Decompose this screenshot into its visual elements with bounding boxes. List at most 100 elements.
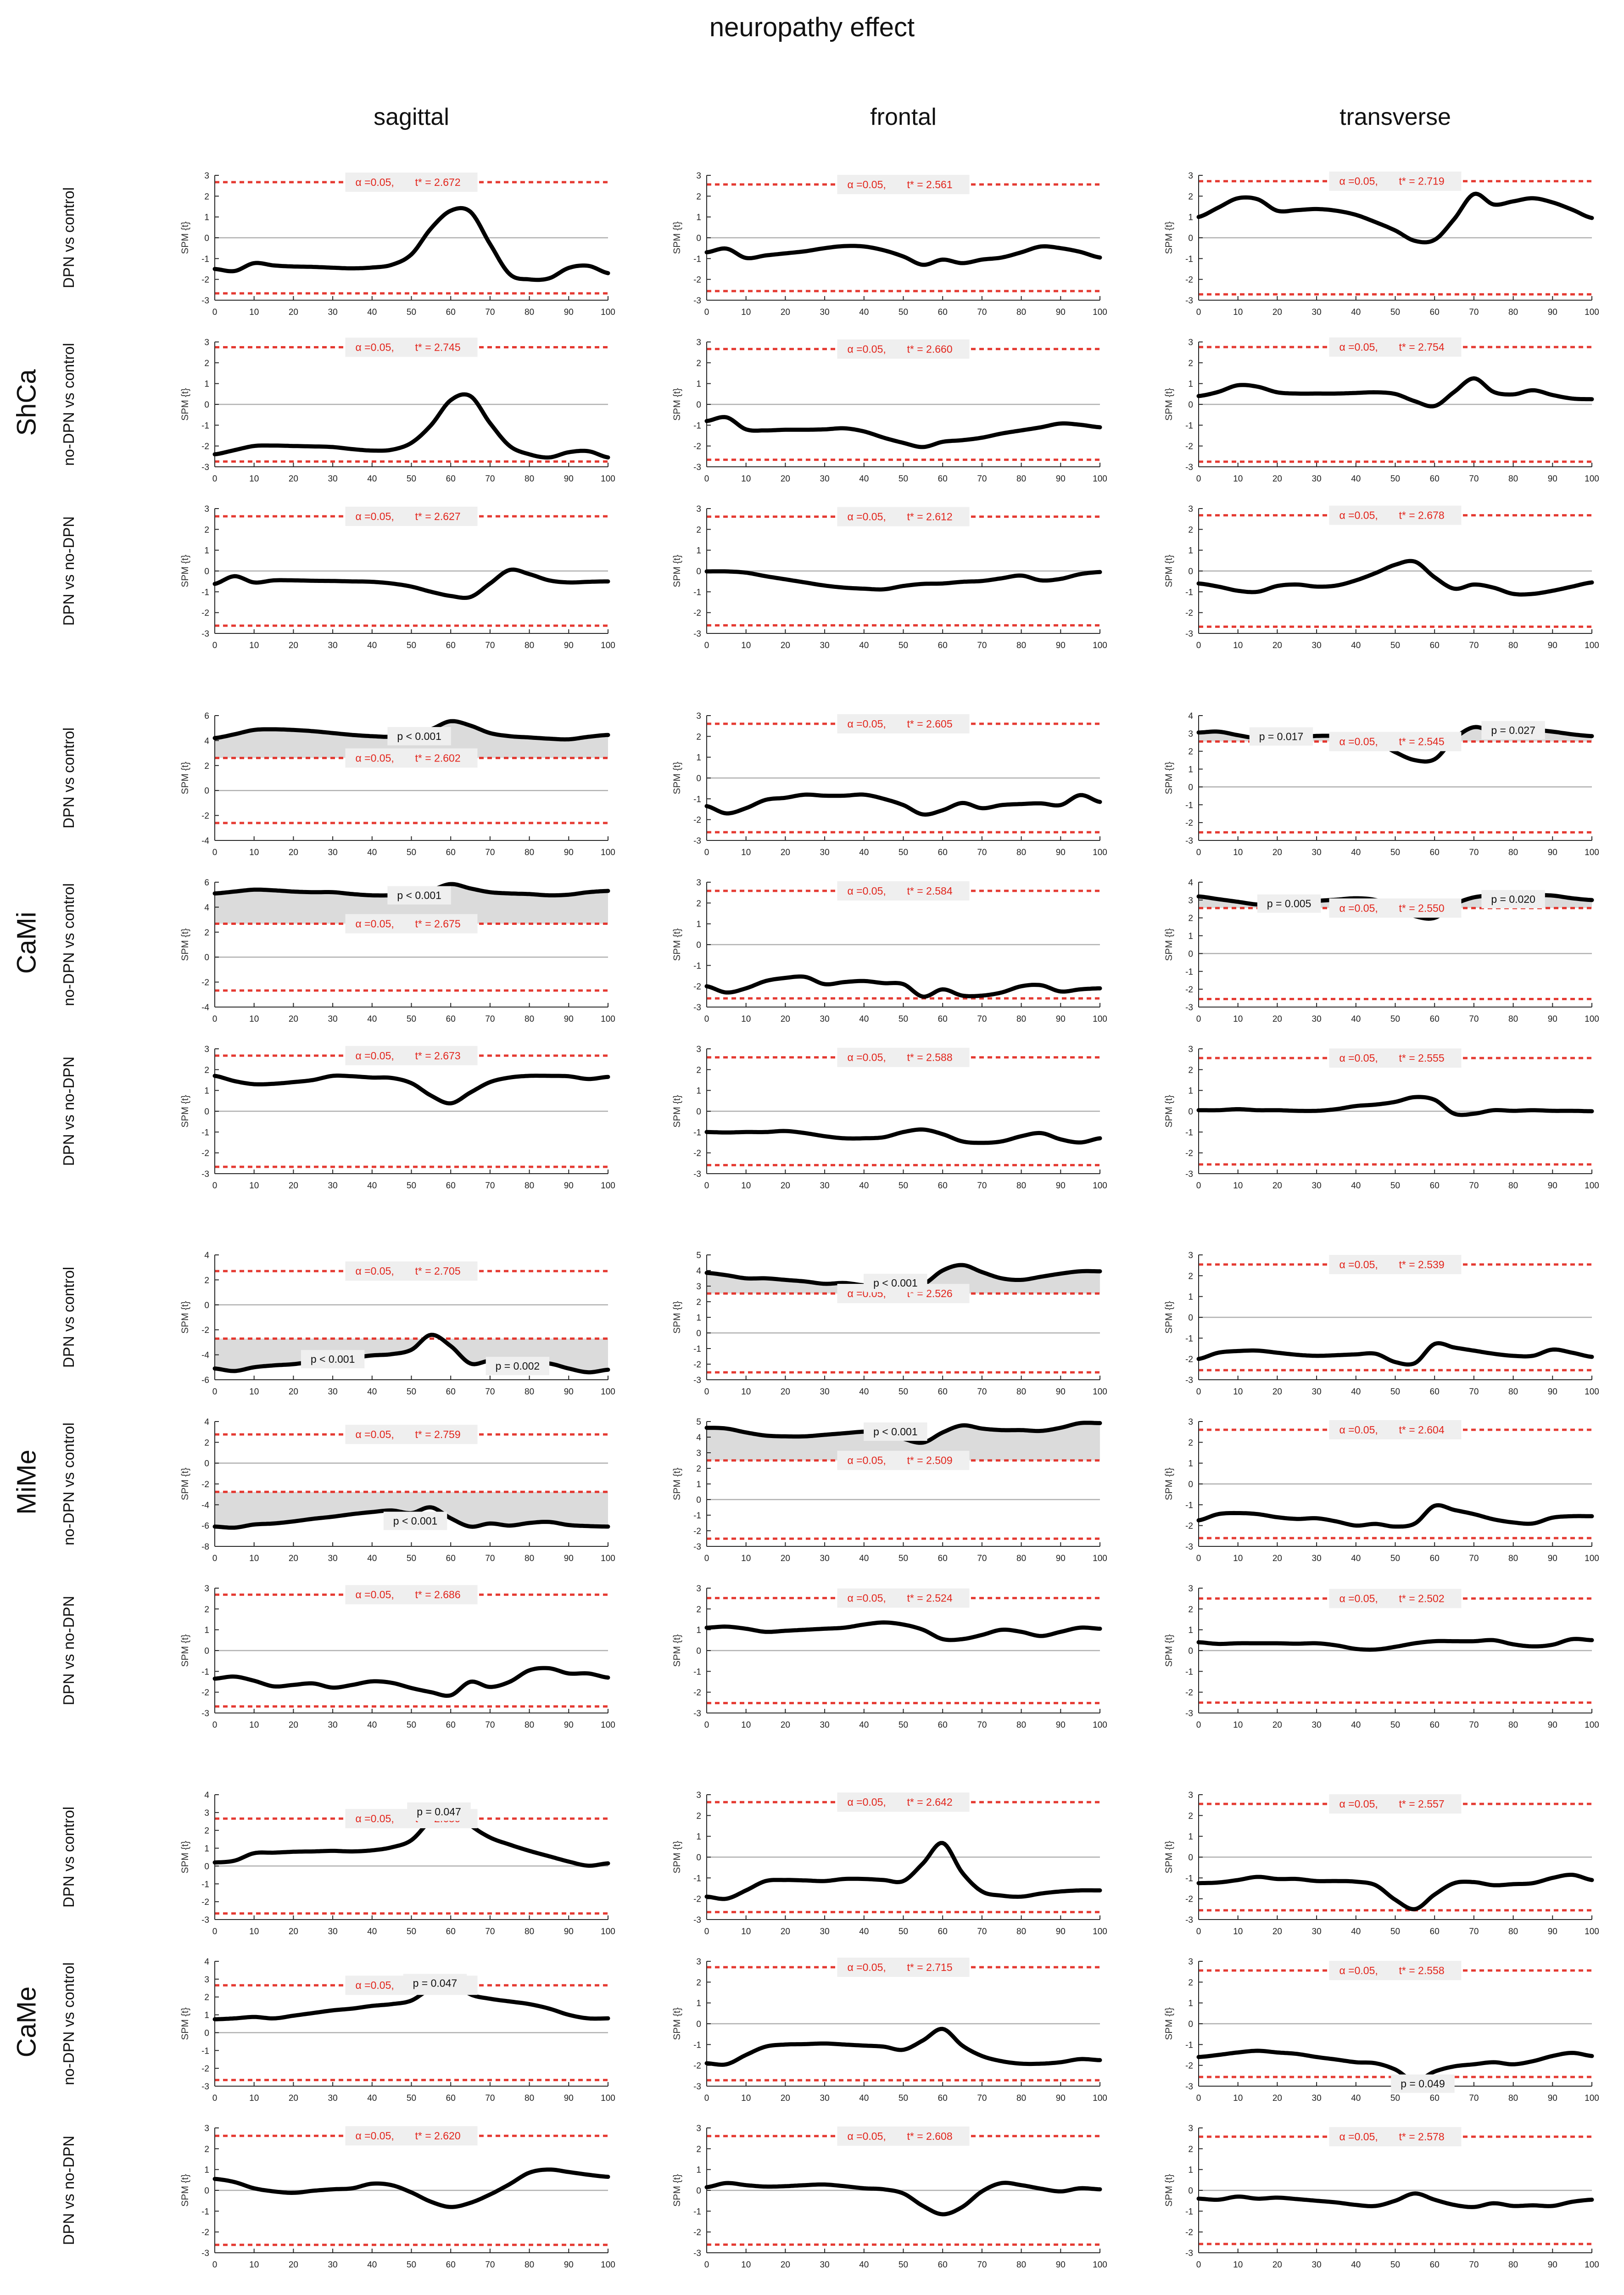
x-tick-label: 20 <box>1272 474 1282 484</box>
x-tick-label: 70 <box>1469 1014 1479 1024</box>
x-tick-label: 0 <box>704 641 709 650</box>
y-tick-label: -1 <box>201 1128 209 1137</box>
y-tick-label: -1 <box>693 1344 701 1354</box>
x-tick-label: 40 <box>367 308 377 317</box>
y-tick-label: 1 <box>204 1086 209 1096</box>
x-tick-label: 50 <box>899 1554 908 1563</box>
x-tick-label: 70 <box>977 308 987 317</box>
y-tick-label: -1 <box>201 588 209 597</box>
y-tick-label: -3 <box>693 1915 701 1925</box>
x-tick-label: 30 <box>328 474 338 484</box>
x-tick-label: 0 <box>704 848 709 857</box>
y-tick-label: 1 <box>1188 380 1193 389</box>
y-tick-label: 1 <box>1188 213 1193 223</box>
spm-plot-CaMi-sagittal-row1: 0 10 20 30 40 50 60 70 80 90 100 -4 -2 0 2 4 6 SPM {t} α =… <box>180 711 615 857</box>
x-tick-label: 40 <box>1351 848 1361 857</box>
spm-plot-CaMi-transverse-row3: 0 10 20 30 40 50 60 70 80 90 100 -3 -2 -1 0 1 2 3 SPM {t} α… <box>1164 1045 1599 1191</box>
y-tick-label: 2 <box>1188 1811 1193 1821</box>
alpha-threshold-label-bg <box>345 1425 478 1444</box>
y-tick-label: 1 <box>696 753 701 763</box>
y-tick-label: 1 <box>696 920 701 929</box>
alpha-threshold-label-bg <box>1329 732 1462 751</box>
x-tick-label: 40 <box>1351 308 1361 317</box>
x-tick-label: 40 <box>367 1014 377 1024</box>
x-tick-label: 70 <box>485 1720 495 1730</box>
x-tick-label: 80 <box>1508 1554 1518 1563</box>
y-tick-label: -1 <box>693 1128 701 1137</box>
y-axis-title: SPM {t} <box>672 2007 682 2040</box>
row-label: DPN vs control <box>60 1266 77 1368</box>
y-tick-label: 2 <box>1188 1438 1193 1448</box>
x-tick-label: 80 <box>525 1927 534 1937</box>
alpha-threshold-label-bg <box>837 1957 970 1977</box>
x-tick-label: 30 <box>820 308 830 317</box>
x-tick-label: 20 <box>1272 1387 1282 1397</box>
y-tick-label: 0 <box>1188 783 1193 792</box>
y-tick-label: 3 <box>1188 1584 1193 1594</box>
y-tick-label: 2 <box>204 1065 209 1075</box>
y-tick-label: -3 <box>201 296 209 306</box>
x-tick-label: 100 <box>1585 1554 1599 1563</box>
y-tick-label: -2 <box>1185 1355 1193 1365</box>
x-tick-label: 80 <box>1508 308 1518 317</box>
x-tick-label: 100 <box>1093 1181 1107 1191</box>
y-axis-title: SPM {t} <box>672 388 682 420</box>
x-tick-label: 40 <box>859 1387 869 1397</box>
x-tick-label: 60 <box>938 2260 948 2270</box>
alpha-label: α =0.05, <box>356 1265 394 1277</box>
x-tick-label: 50 <box>407 1927 416 1937</box>
y-tick-label: -3 <box>201 2082 209 2092</box>
alpha-threshold-label-bg <box>1329 1420 1462 1439</box>
x-tick-label: 10 <box>1233 1720 1243 1730</box>
x-tick-label: 70 <box>977 1720 987 1730</box>
x-tick-label: 10 <box>1233 1181 1243 1191</box>
x-tick-label: 10 <box>249 2093 259 2103</box>
x-tick-label: 100 <box>601 641 615 650</box>
alpha-label: α =0.05, <box>848 179 886 190</box>
x-tick-label: 100 <box>1585 848 1599 857</box>
tstar-label: t* = 2.555 <box>1399 1052 1445 1064</box>
y-tick-label: -3 <box>1185 1003 1193 1013</box>
spm-curve <box>704 2181 1102 2217</box>
y-tick-label: 1 <box>1188 1293 1193 1302</box>
y-tick-label: 3 <box>696 1584 701 1594</box>
y-tick-label: 0 <box>1188 949 1193 959</box>
y-tick-label: 2 <box>696 358 701 368</box>
y-tick-label: -3 <box>1185 629 1193 639</box>
x-tick-label: 20 <box>781 474 790 484</box>
x-tick-label: 0 <box>1196 1387 1201 1397</box>
x-tick-label: 80 <box>525 474 534 484</box>
x-tick-label: 30 <box>820 848 830 857</box>
x-tick-label: 0 <box>704 1554 709 1563</box>
y-tick-label: -2 <box>693 442 701 452</box>
tstar-label: t* = 2.686 <box>415 1589 461 1601</box>
y-tick-label: -4 <box>201 1500 209 1510</box>
y-tick-label: 1 <box>204 1626 209 1635</box>
spm-plot-CaMe-frontal-row1: 0 10 20 30 40 50 60 70 80 90 100 -3 -2 -1 0 1 2 3 SPM {t} α… <box>672 1791 1107 1937</box>
y-tick-label: 3 <box>1188 1417 1193 1427</box>
alpha-threshold-label-bg <box>1329 898 1462 918</box>
x-tick-label: 60 <box>446 1720 456 1730</box>
x-tick-label: 60 <box>1430 308 1440 317</box>
x-tick-label: 10 <box>741 2260 751 2270</box>
x-tick-label: 70 <box>1469 1554 1479 1563</box>
alpha-label: α =0.05, <box>356 1813 394 1825</box>
y-tick-label: 1 <box>696 1086 701 1096</box>
x-tick-label: 20 <box>289 2260 298 2270</box>
x-tick-label: 0 <box>1196 2093 1201 2103</box>
y-axis-title: SPM {t} <box>672 2174 682 2206</box>
group-label-MiMe: MiMe <box>11 1450 42 1515</box>
x-tick-label: 40 <box>1351 1387 1361 1397</box>
x-tick-label: 0 <box>1196 1554 1201 1563</box>
y-tick-label: 3 <box>204 1584 209 1594</box>
y-tick-label: 3 <box>1188 171 1193 181</box>
group-label-CaMe: CaMe <box>11 1986 42 2058</box>
x-tick-label: 80 <box>525 1387 534 1397</box>
x-tick-label: 100 <box>1093 2093 1107 2103</box>
x-tick-label: 20 <box>289 1181 298 1191</box>
x-tick-label: 10 <box>249 1554 259 1563</box>
x-tick-label: 100 <box>601 1927 615 1937</box>
x-tick-label: 40 <box>859 308 869 317</box>
alpha-threshold-label-bg <box>345 172 478 192</box>
x-tick-label: 30 <box>1312 2093 1322 2103</box>
